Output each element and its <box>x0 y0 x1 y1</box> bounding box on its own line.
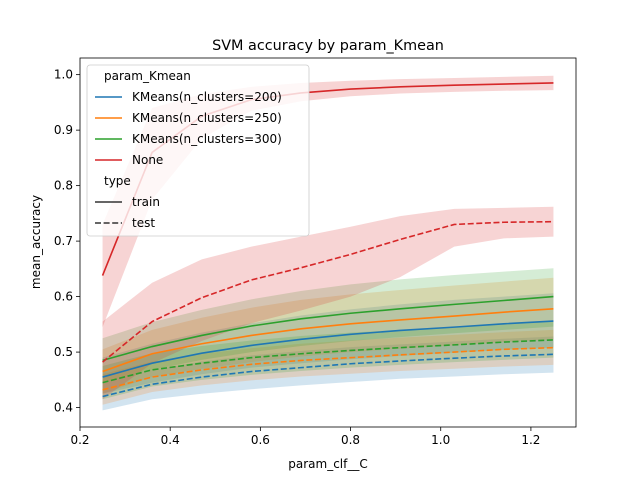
legend-label-kmeans-n-clusters-200: KMeans(n_clusters=200) <box>132 90 282 104</box>
y-tick-label: 0.4 <box>54 401 73 415</box>
line-none-test <box>102 220 554 363</box>
legend-box <box>86 64 310 237</box>
legend-label-none: None <box>132 153 163 167</box>
line-kmeans-n-clusters-200-test <box>102 353 554 398</box>
y-axis-label: mean_accuracy <box>29 195 43 289</box>
y-tick-label: 0.7 <box>54 234 73 248</box>
x-tick-label: 0.4 <box>161 433 180 447</box>
x-tick-label: 1.0 <box>431 433 450 447</box>
y-tick-label: 1.0 <box>54 68 73 82</box>
x-tick-label: 1.2 <box>521 433 540 447</box>
legend-label-kmeans-n-clusters-300: KMeans(n_clusters=300) <box>132 132 282 146</box>
line-kmeans-n-clusters-250-test <box>102 346 554 391</box>
legend-label-test: test <box>132 216 155 230</box>
x-axis-label: param_clf__C <box>288 457 367 471</box>
legend-label-train: train <box>132 195 160 209</box>
x-axis-ticks: 0.2 0.4 0.6 0.8 1.0 1.2 <box>70 427 540 447</box>
legend-hue-title: param_Kmean <box>104 69 191 83</box>
line-kmeans-n-clusters-300-train <box>102 295 554 362</box>
band-kmeans-n-clusters-300-test <box>102 321 554 400</box>
x-tick-label: 0.8 <box>341 433 360 447</box>
y-tick-label: 0.9 <box>54 123 73 137</box>
legend-style-title: type <box>104 174 131 188</box>
legend: param_Kmean KMeans(n_clusters=200) KMeans(… <box>86 64 310 237</box>
band-kmeans-n-clusters-250-train <box>102 277 554 394</box>
x-tick-label: 0.2 <box>70 433 89 447</box>
line-kmeans-n-clusters-200-train <box>102 320 554 378</box>
line-kmeans-n-clusters-250-train <box>102 308 554 373</box>
band-kmeans-n-clusters-200-test <box>102 336 554 411</box>
y-axis-ticks: 0.4 0.5 0.6 0.7 0.8 0.9 1.0 <box>54 68 80 415</box>
chart-title: SVM accuracy by param_Kmean <box>212 38 444 54</box>
axes-frame <box>79 57 577 428</box>
line-kmeans-n-clusters-300-test <box>102 339 554 384</box>
y-tick-label: 0.5 <box>54 345 73 359</box>
band-kmeans-n-clusters-250-test <box>102 329 554 405</box>
y-tick-label: 0.8 <box>54 179 73 193</box>
band-none-test <box>102 206 554 400</box>
series-lines <box>101 82 554 398</box>
y-tick-label: 0.6 <box>54 290 73 304</box>
x-tick-label: 0.6 <box>251 433 270 447</box>
confidence-bands <box>102 75 554 411</box>
legend-label-kmeans-n-clusters-250: KMeans(n_clusters=250) <box>132 111 282 125</box>
